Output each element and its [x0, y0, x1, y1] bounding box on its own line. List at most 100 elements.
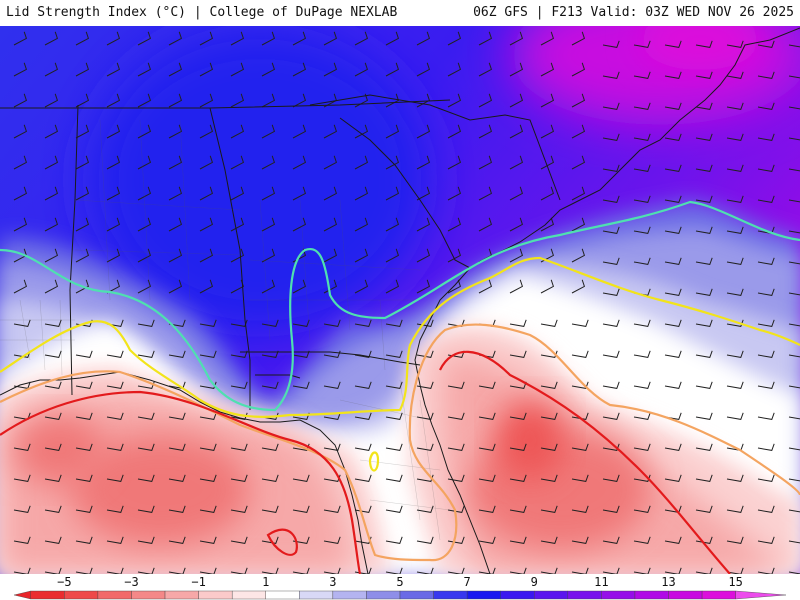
- wind-barb: [509, 93, 524, 108]
- wind-barb: [261, 474, 279, 482]
- colorbar-bin: [634, 590, 669, 600]
- wind-barb: [199, 443, 217, 451]
- wind-barb: [633, 381, 651, 389]
- wind-barb: [13, 186, 28, 201]
- wind-barb: [199, 567, 217, 574]
- wind-barb: [137, 350, 155, 358]
- core-neg3-gulf: [15, 415, 105, 485]
- wind-barb: [75, 381, 93, 389]
- wind-barb: [261, 62, 276, 77]
- wind-barb: [602, 40, 620, 48]
- wind-barb: [571, 350, 589, 358]
- wind-barb: [571, 319, 589, 327]
- wind-barb: [509, 62, 524, 77]
- wind-barb: [602, 71, 620, 79]
- wind-barb: [540, 93, 555, 108]
- wind-barb: [292, 155, 307, 170]
- wind-barb: [447, 443, 465, 451]
- wind-barb: [695, 474, 713, 482]
- wind-barb: [323, 279, 338, 294]
- wind-barb: [447, 217, 462, 232]
- wind-barb: [478, 443, 496, 451]
- wind-barb: [726, 474, 744, 482]
- wind-barb: [478, 124, 493, 139]
- wind-barb: [695, 288, 713, 296]
- wind-barb: [695, 226, 713, 234]
- wind-barb: [571, 217, 586, 232]
- state-border-ga-fl: [240, 351, 421, 366]
- wind-barb: [323, 536, 341, 544]
- wind-barb: [261, 505, 279, 513]
- wind-barb: [540, 155, 555, 170]
- wind-barb: [75, 505, 93, 513]
- wind-barb: [664, 164, 682, 172]
- wind-barb: [199, 217, 214, 232]
- wind-barb: [199, 505, 217, 513]
- wind-barb: [75, 217, 90, 232]
- wind-barb: [788, 137, 800, 141]
- wind-barb: [44, 155, 59, 170]
- wind-barb: [261, 248, 276, 263]
- wind-barb: [137, 124, 152, 139]
- wind-barb: [230, 474, 248, 482]
- wind-barb: [230, 186, 245, 201]
- wind-barb: [137, 412, 155, 420]
- wind-barb: [292, 536, 310, 544]
- wind-barb: [540, 186, 555, 201]
- colorbar-tick-label: 1: [262, 575, 270, 589]
- wind-barb: [106, 248, 121, 263]
- colorbar-bin: [601, 590, 636, 600]
- wind-barb: [540, 350, 558, 358]
- wind-barb: [168, 443, 186, 451]
- wind-barb: [13, 124, 28, 139]
- wind-barb: [726, 505, 744, 513]
- wind-barb: [199, 31, 214, 46]
- contour-1: [0, 323, 800, 562]
- wind-barb: [230, 217, 245, 232]
- wind-barb: [664, 226, 682, 234]
- wind-barb: [323, 412, 341, 420]
- field-fill: [0, 26, 800, 574]
- wind-barb: [540, 62, 555, 77]
- wind-barb: [726, 567, 744, 574]
- colorbar-tick-label: −3: [124, 575, 139, 589]
- wind-barb: [261, 31, 276, 46]
- wind-barb: [633, 40, 651, 48]
- wind-barb: [757, 319, 775, 327]
- wind-barb: [354, 412, 372, 420]
- wind-barb: [323, 319, 341, 327]
- wind-barb: [788, 168, 800, 172]
- wind-barb: [385, 412, 403, 420]
- wind-barb: [602, 288, 620, 296]
- wind-barb: [292, 124, 307, 139]
- wind-barb: [726, 412, 744, 420]
- wind-barb: [788, 230, 800, 234]
- county-lines: [0, 119, 451, 541]
- wind-barb: [199, 381, 217, 389]
- wind-barb: [168, 412, 186, 420]
- wind-barb: [44, 567, 62, 574]
- wind-barb: [571, 248, 586, 263]
- wind-barb: [602, 443, 620, 451]
- wind-barb: [664, 40, 682, 48]
- model-run-info: 06Z GFS | F213 Valid: 03Z WED NOV 26 202…: [473, 5, 794, 20]
- wind-barb: [757, 40, 775, 48]
- wind-barb: [602, 350, 620, 358]
- wind-barb: [292, 62, 307, 77]
- wind-barb: [571, 412, 589, 420]
- wind-barb: [571, 124, 586, 139]
- wind-barb: [447, 412, 465, 420]
- wind-barb: [478, 31, 493, 46]
- colorbar-bin: [97, 590, 132, 600]
- wind-barb: [230, 567, 248, 574]
- wind-barb: [230, 62, 245, 77]
- wind-barb: [788, 571, 800, 574]
- wind-barb: [571, 186, 586, 201]
- wind-barb: [695, 319, 713, 327]
- wind-barb: [261, 567, 279, 574]
- wind-barb: [788, 292, 800, 296]
- wind-barb: [44, 536, 62, 544]
- wind-barb: [602, 164, 620, 172]
- wind-barb: [726, 226, 744, 234]
- wind-barb: [416, 155, 431, 170]
